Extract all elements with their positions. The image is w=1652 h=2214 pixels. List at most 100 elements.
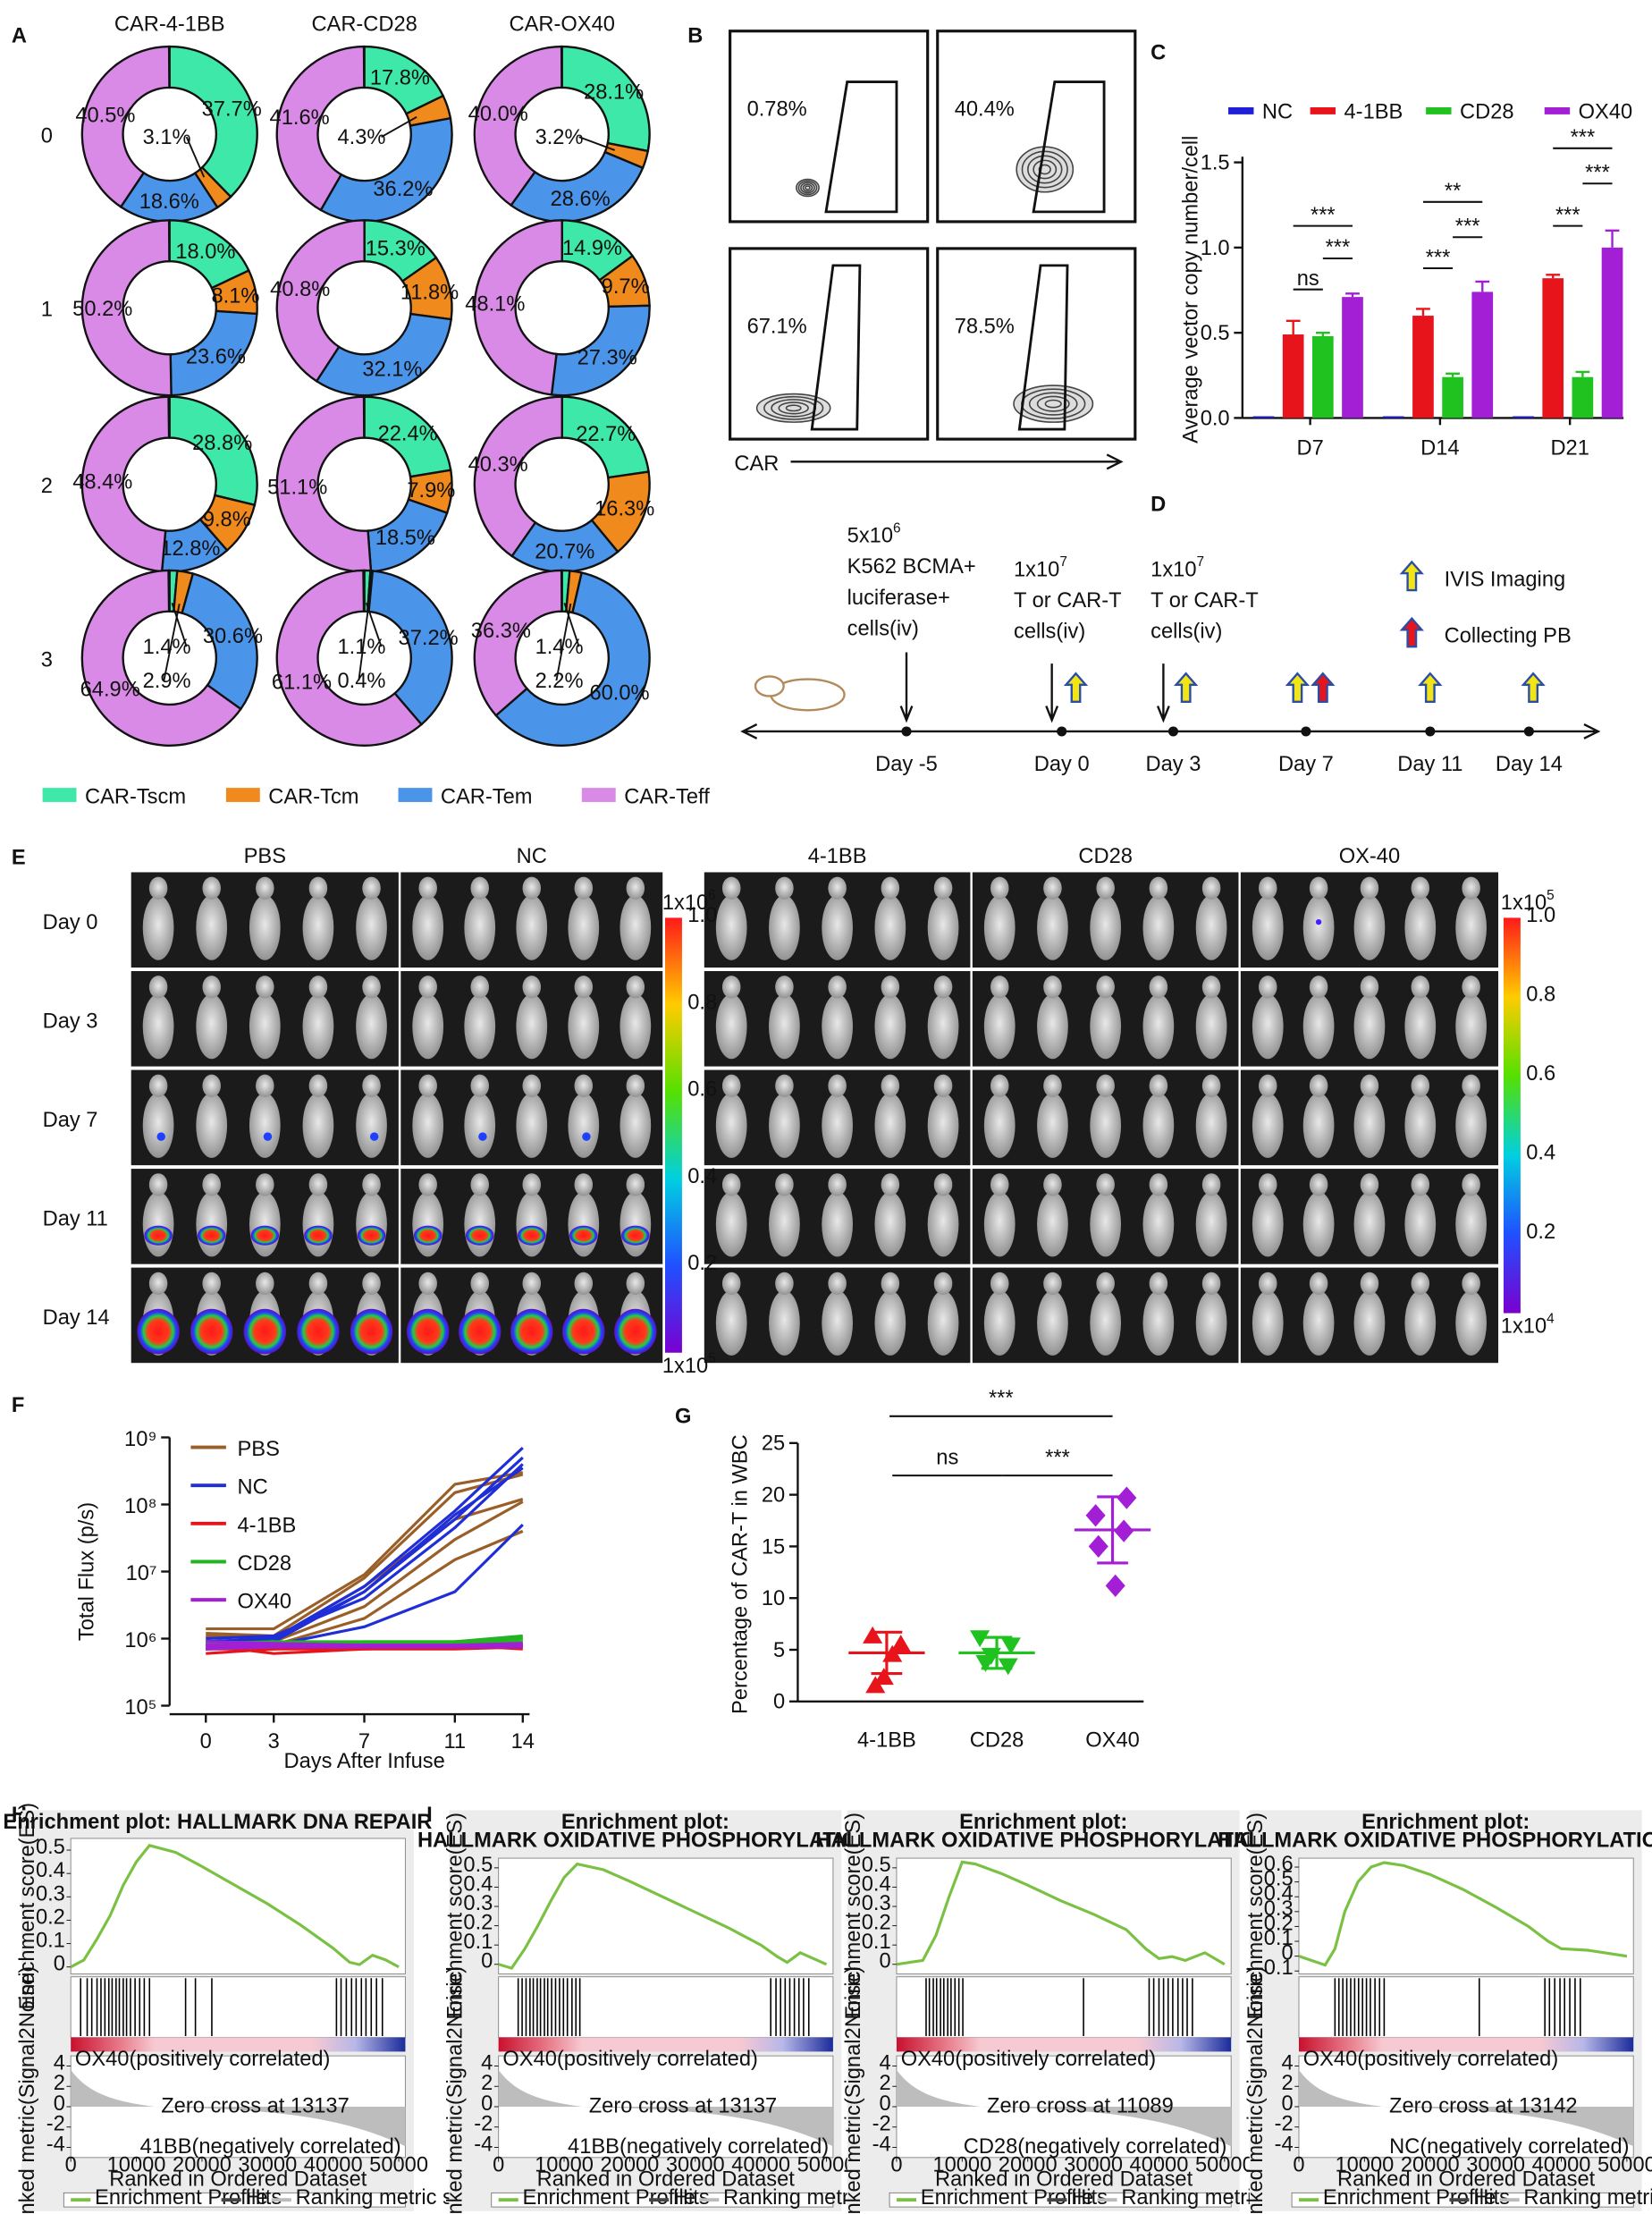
step-amount: 1x107 [1014, 554, 1067, 581]
mouse-body [927, 1093, 959, 1158]
data-line [206, 1473, 524, 1638]
signal [465, 1225, 494, 1246]
sd-bar [871, 1630, 903, 1676]
significance-label: *** [1311, 204, 1336, 227]
error-bar [1475, 280, 1490, 292]
colorbar-tick: 1.0 [687, 904, 717, 927]
mouse-body [715, 1191, 747, 1257]
donut-segment [560, 45, 651, 153]
x-tick-label: 10000 [535, 2154, 594, 2177]
y-tick-label: 0.1 [1264, 1927, 1294, 1950]
colorbar-min: 1x105 [662, 1351, 716, 1378]
error-bar [1285, 319, 1301, 335]
y-tick-label: 0 [879, 2092, 890, 2116]
flow-contour [1032, 159, 1058, 180]
donut-segment [367, 570, 453, 726]
mouse-head [1360, 876, 1379, 900]
step-amount-sup: 7 [1197, 554, 1205, 570]
flow-contour [805, 185, 811, 190]
mouse-body [1142, 1191, 1175, 1257]
day-label: Day 11 [1397, 753, 1462, 776]
rank-colorbar [896, 2037, 1232, 2052]
mouse-body [715, 1290, 747, 1356]
mouse-body [769, 895, 800, 960]
gsea-annotation: Zero cross at 13137 [161, 2094, 350, 2117]
mouse-head [721, 876, 741, 900]
timeline-marker [1311, 672, 1336, 703]
signal [510, 1308, 553, 1355]
flow-gate [1032, 80, 1106, 214]
legend-label: CAR-Tcm [268, 785, 358, 808]
mouse-body [568, 993, 600, 1060]
x-tick-label: 50000 [369, 2154, 428, 2177]
mouse-body [1195, 1290, 1227, 1356]
mouse-body [568, 1191, 600, 1257]
data-point [1000, 1637, 1021, 1655]
step-amount-base: 1x10 [1014, 558, 1059, 581]
flow-contour [797, 180, 818, 196]
y-tick-label: 4 [481, 2051, 493, 2075]
data-point [873, 1668, 894, 1686]
mouse-body [302, 1093, 334, 1158]
timeline-dot [1301, 726, 1311, 737]
mouse-head [1462, 1074, 1480, 1097]
y-tick-label: 0 [879, 1950, 890, 1973]
value-label: 18.5% [375, 527, 435, 550]
leader-line [358, 603, 370, 681]
legend-label: CAR-Tscm [85, 785, 186, 808]
y-tick-label: -4 [1275, 2133, 1294, 2156]
mouse-head [1462, 976, 1480, 999]
value-label: 0.4% [337, 670, 385, 693]
mouse-body [927, 1290, 959, 1356]
mouse-head [1309, 1272, 1328, 1296]
mouse-body [1195, 993, 1227, 1060]
legend-label: CD28 [238, 1552, 292, 1576]
mouse-body [1455, 1093, 1488, 1158]
y-tick-label: 0.2 [1264, 1912, 1294, 1935]
flow-contour [755, 393, 831, 423]
mouse-body [822, 1290, 854, 1356]
x-tick-label: 0 [1293, 2154, 1304, 2177]
mouse-head [1096, 1074, 1115, 1097]
mouse-head [828, 1272, 847, 1296]
value-label: 40.8% [270, 278, 330, 301]
significance-label: *** [1555, 204, 1580, 227]
value-label: 9.7% [602, 275, 650, 299]
mouse-head [933, 1173, 953, 1196]
colorbar-tick: 0.4 [1526, 1141, 1555, 1164]
y-tick-label: 0.1 [36, 1930, 65, 1953]
x-tick-label: 0 [890, 2154, 902, 2177]
x-tick-label: 0 [200, 1730, 212, 1753]
mouse-body [412, 993, 444, 1060]
mouse-body [1353, 895, 1386, 960]
mouse-head [470, 876, 489, 900]
injection-arrow [899, 652, 914, 723]
data-point [998, 1658, 1018, 1676]
value-label: 40.5% [75, 104, 135, 127]
panel-label: I [426, 1804, 433, 1827]
rank-colorbar [1298, 2037, 1634, 2052]
mouse-body [1142, 895, 1175, 960]
flow-contour [1013, 384, 1094, 423]
x-tick-label: 10000 [932, 2154, 991, 2177]
mouse-body [356, 993, 387, 1060]
legend-label: CAR-Teff [624, 785, 710, 808]
mouse-body [568, 1093, 600, 1158]
y-tick-label: 0 [54, 2092, 65, 2116]
timeline-marker [1063, 672, 1089, 703]
mouse-body [302, 895, 334, 960]
donut-segment [80, 219, 173, 397]
x-tick-label: 40000 [731, 2154, 790, 2177]
x-tick-label: 20000 [999, 2154, 1058, 2177]
x-axis-label: Ranked in Ordered Dataset [1337, 2168, 1596, 2191]
panel-label: F [12, 1394, 24, 1417]
value-label: 51.1% [267, 477, 327, 500]
metric-area [498, 2069, 833, 2147]
mouse-body [196, 1093, 228, 1158]
value-label: 30.6% [203, 625, 263, 648]
legend-swatch [581, 788, 616, 802]
hits-band [1298, 1976, 1634, 2039]
mouse-head [1258, 976, 1277, 999]
y-tick-label: -4 [872, 2133, 891, 2156]
